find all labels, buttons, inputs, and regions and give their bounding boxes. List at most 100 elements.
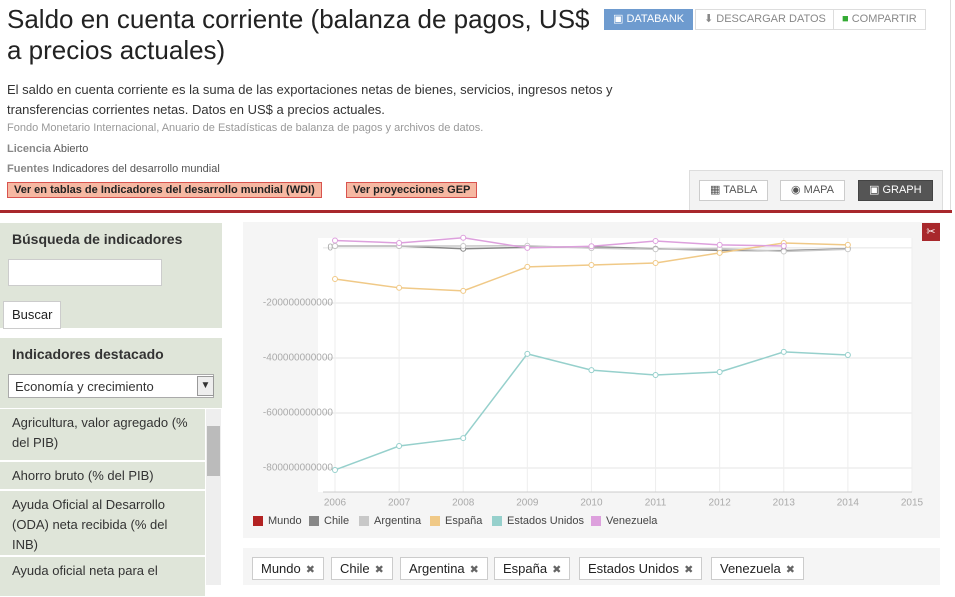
data-point <box>588 367 595 374</box>
tag-label: Argentina <box>409 561 465 576</box>
tab-label: GRAPH <box>882 184 922 196</box>
data-point <box>332 276 338 283</box>
data-point <box>332 466 338 473</box>
table-tab[interactable]: ▦ TABLA <box>699 180 769 201</box>
tag-label: Estados Unidos <box>588 561 680 576</box>
data-point <box>716 249 723 256</box>
data-point <box>524 350 531 357</box>
remove-icon[interactable]: ✖ <box>374 564 384 576</box>
data-point <box>332 237 338 244</box>
source: Fondo Monetario Internacional, Anuario d… <box>7 122 484 134</box>
country-tag[interactable]: Chile ✖ <box>331 557 393 580</box>
download-button[interactable]: ⬇ DESCARGAR DATOS <box>695 9 835 30</box>
map-tab[interactable]: ◉ MAPA <box>780 180 846 201</box>
data-point <box>716 369 723 376</box>
license-value: Abierto <box>53 143 89 155</box>
indicator-item[interactable]: Ahorro bruto (% del PIB) <box>0 462 205 490</box>
scroll-thumb[interactable] <box>207 426 220 476</box>
legend-swatch <box>309 516 319 526</box>
legend-label: Venezuela <box>606 515 658 527</box>
featured-title: Indicadores destacado <box>12 346 164 362</box>
share-button[interactable]: ■ COMPARTIR <box>833 9 926 30</box>
country-tag[interactable]: España ✖ <box>494 557 571 580</box>
search-button[interactable]: Buscar <box>3 301 62 329</box>
data-point <box>524 244 531 251</box>
country-tag[interactable]: Mundo ✖ <box>252 557 324 580</box>
legend-swatch <box>359 516 369 526</box>
remove-icon[interactable]: ✖ <box>552 564 562 576</box>
page-title: Saldo en cuenta corriente (balanza de pa… <box>7 4 590 65</box>
gep-link[interactable]: Ver proyecciones GEP <box>346 182 478 198</box>
close-chart[interactable]: ✂ <box>922 223 940 241</box>
x-tick-label: 2008 <box>452 498 475 509</box>
plus-icon: ■ <box>842 13 849 25</box>
graph-tab[interactable]: ▣ GRAPH <box>858 180 933 201</box>
data-point <box>652 260 659 267</box>
tab-label: MAPA <box>803 184 835 196</box>
legend-swatch <box>591 516 601 526</box>
legend-swatch <box>253 516 263 526</box>
data-point <box>332 242 338 249</box>
wdi-link[interactable]: Ver en tablas de Indicadores del desarro… <box>7 182 322 198</box>
tag-label: España <box>503 561 548 576</box>
data-point <box>460 242 467 249</box>
red-rule <box>0 210 952 213</box>
remove-icon[interactable]: ✖ <box>785 564 795 576</box>
series-line <box>334 236 784 249</box>
button-label: DESCARGAR DATOS <box>716 13 826 25</box>
data-point <box>396 239 403 246</box>
x-tick-label: 2015 <box>901 498 924 509</box>
x-tick-label: 2011 <box>645 498 667 509</box>
description: El saldo en cuenta corriente es la suma … <box>7 82 613 117</box>
x-tick-label: 2010 <box>580 498 603 509</box>
indicator-item[interactable]: Ayuda Oficial al Desarrollo (ODA) neta r… <box>0 491 205 556</box>
license: Licencia Abierto <box>7 143 88 155</box>
data-point <box>652 238 659 245</box>
legend-label: Argentina <box>374 515 422 527</box>
remove-icon[interactable]: ✖ <box>305 564 315 576</box>
sources: Fuentes Indicadores del desarrollo mundi… <box>7 163 220 175</box>
data-point <box>460 287 467 294</box>
data-point <box>652 246 659 253</box>
tag-label: Chile <box>340 561 370 576</box>
data-point <box>780 348 787 355</box>
button-label: DATABANK <box>626 13 685 25</box>
data-point <box>588 243 595 250</box>
license-label: Licencia <box>7 143 52 155</box>
sources-value: Indicadores del desarrollo mundial <box>52 163 220 175</box>
data-point <box>588 261 595 268</box>
legend-swatch <box>492 516 502 526</box>
data-point <box>780 248 787 255</box>
y-tick-label: -600000000000 <box>263 408 334 419</box>
country-tag[interactable]: Estados Unidos ✖ <box>579 557 703 580</box>
tag-label: Mundo <box>261 561 301 576</box>
search-title: Búsqueda de indicadores <box>12 231 183 247</box>
search-input[interactable] <box>8 259 162 286</box>
data-point <box>844 351 851 358</box>
databank-button[interactable]: ▣ DATABANK <box>604 9 694 30</box>
data-point <box>524 263 531 270</box>
button-label: COMPARTIR <box>851 13 917 25</box>
data-point <box>780 242 787 249</box>
select-arrow[interactable]: ▼ <box>197 376 214 396</box>
tab-label: TABLA <box>723 184 758 196</box>
remove-icon[interactable]: ✖ <box>469 564 479 576</box>
x-tick-label: 2012 <box>709 498 732 509</box>
indicator-item[interactable]: Ayuda oficial neta para el <box>0 557 205 597</box>
x-tick-label: 2006 <box>324 498 347 509</box>
x-tick-label: 2009 <box>516 498 539 509</box>
category-select[interactable]: Economía y crecimiento <box>8 374 214 398</box>
data-point <box>652 372 659 379</box>
y-tick-label: -200000000000 <box>263 298 334 309</box>
sources-label: Fuentes <box>7 163 50 175</box>
data-point <box>396 284 403 291</box>
legend-label: Estados Unidos <box>507 515 585 527</box>
country-tag[interactable]: Argentina ✖ <box>400 557 488 580</box>
country-tag[interactable]: Venezuela ✖ <box>711 557 804 580</box>
legend-label: España <box>445 515 483 527</box>
remove-icon[interactable]: ✖ <box>684 564 694 576</box>
y-tick-label: 0 <box>327 243 333 254</box>
indicator-item[interactable]: Agricultura, valor agregado (% del PIB) <box>0 409 205 461</box>
y-tick-label: -400000000000 <box>263 353 334 364</box>
